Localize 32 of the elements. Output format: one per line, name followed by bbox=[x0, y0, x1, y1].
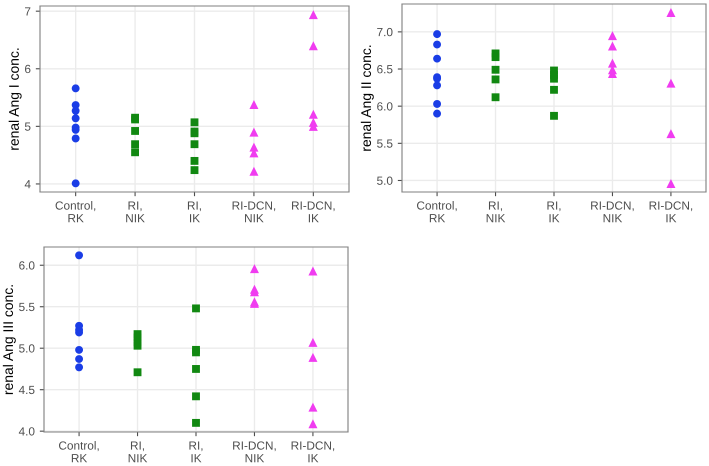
y-tick-label: 7.0 bbox=[377, 28, 393, 36]
y-tick-label: 5.5 bbox=[19, 302, 34, 312]
x-tick-label: RI, IK bbox=[189, 441, 202, 462]
x-tick-label: Control, RK bbox=[417, 201, 457, 222]
y-tick-label: 5.5 bbox=[377, 139, 392, 148]
y-tick-label: 6.0 bbox=[377, 102, 393, 111]
y-axis-title: renal Ang I conc. bbox=[8, 48, 22, 150]
y-tick-label: 6.0 bbox=[19, 261, 35, 270]
x-tick-label: RI, IK bbox=[547, 201, 560, 222]
y-tick-label: 6 bbox=[25, 64, 30, 74]
y-tick-label: 6.5 bbox=[377, 65, 392, 74]
y-tick-label: 4.0 bbox=[18, 427, 35, 436]
y-tick-label: 5 bbox=[24, 122, 30, 131]
x-tick-label: RI, NIK bbox=[126, 201, 145, 222]
y-tick-label: 5.0 bbox=[19, 344, 35, 353]
x-tick-label: Control, RK bbox=[56, 201, 96, 222]
x-tick-label: RI-DCN, IK bbox=[292, 441, 334, 462]
y-axis-title: renal Ang II conc. bbox=[360, 46, 374, 151]
x-tick-label: RI, NIK bbox=[486, 201, 506, 222]
x-tick-label: Control, RK bbox=[59, 441, 99, 462]
x-tick-label: RI, IK bbox=[188, 201, 201, 222]
x-tick-label: RI-DCN, NIK bbox=[233, 441, 276, 462]
y-axis-title: renal Ang III conc. bbox=[2, 285, 16, 394]
x-tick-label: RI, NIK bbox=[128, 441, 148, 462]
x-tick-label: RI-DCN, NIK bbox=[591, 201, 634, 222]
y-tick-label: 4 bbox=[24, 180, 31, 188]
x-tick-label: RI-DCN, IK bbox=[292, 201, 335, 222]
y-tick-label: 4.5 bbox=[18, 386, 34, 394]
x-tick-label: RI-DCN, IK bbox=[650, 201, 692, 222]
x-tick-label: RI-DCN, NIK bbox=[232, 201, 276, 222]
y-tick-label: 7 bbox=[25, 7, 30, 16]
y-tick-label: 5.0 bbox=[377, 176, 393, 185]
